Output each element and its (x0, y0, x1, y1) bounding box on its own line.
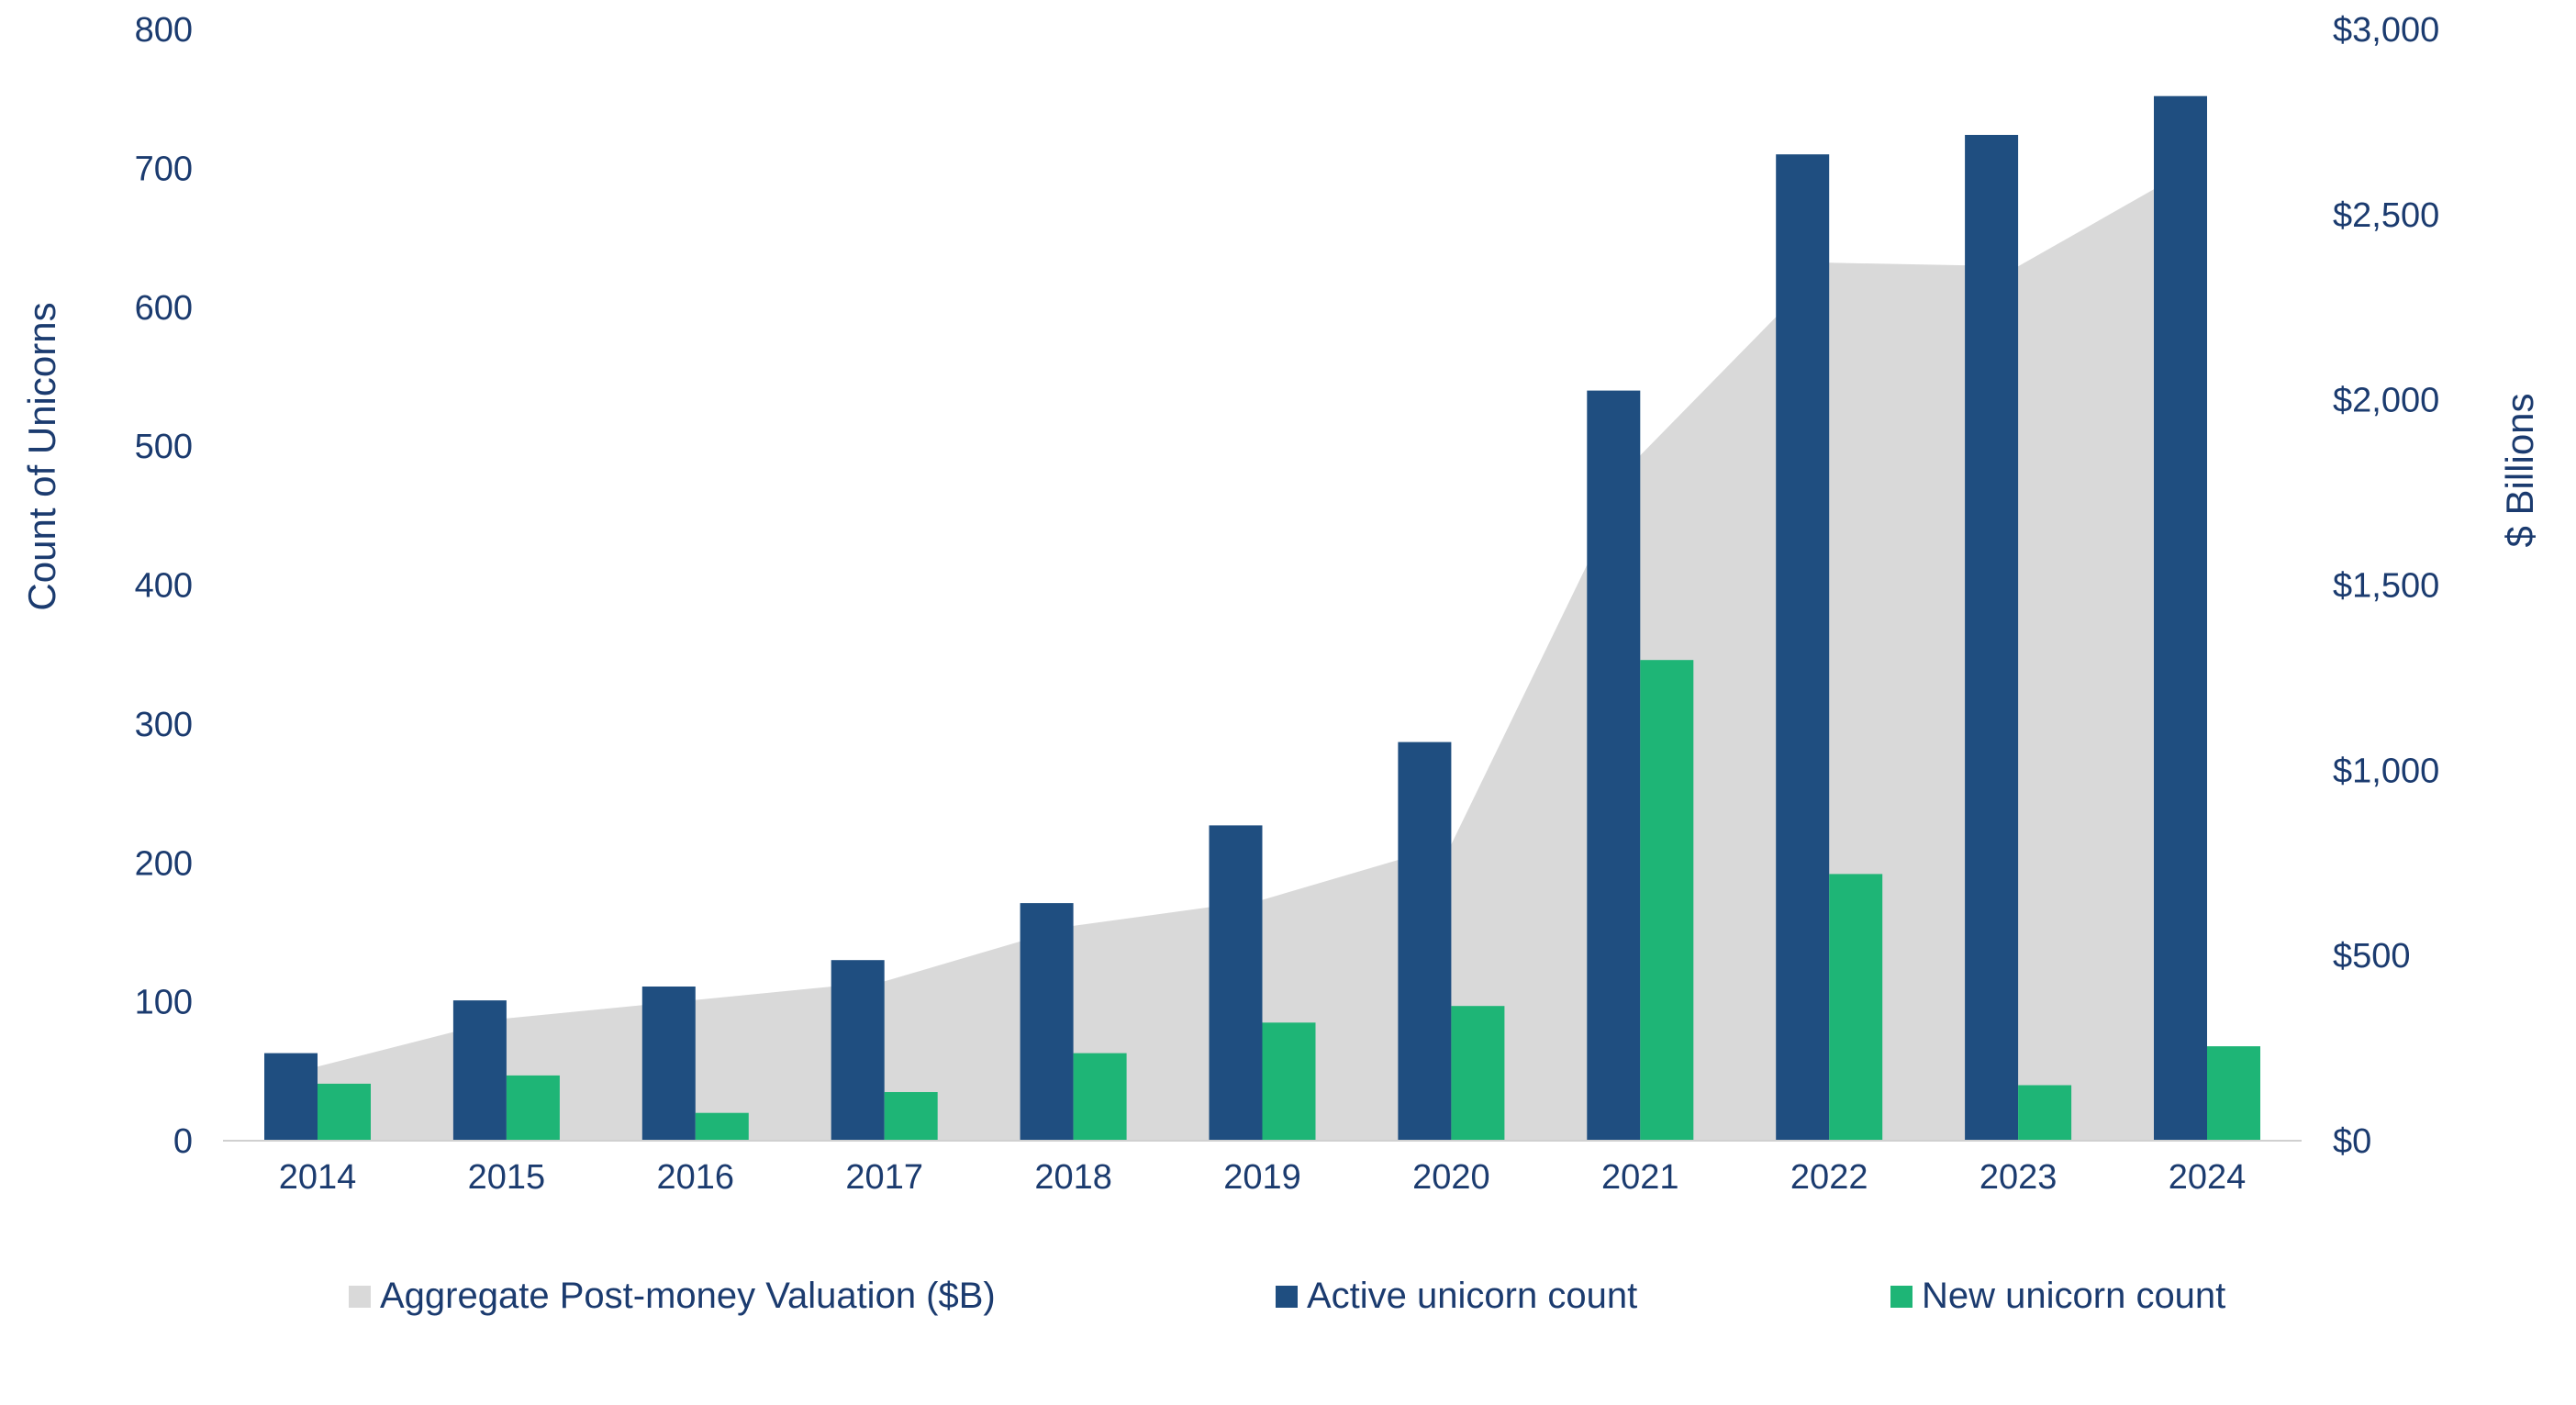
legend-swatch-valuation (349, 1286, 371, 1308)
active-count-bar-2018 (1020, 903, 1074, 1141)
y-right-tick-label: $500 (2333, 937, 2411, 976)
y-right-tick-label: $3,000 (2333, 11, 2439, 50)
legend-label-valuation: Aggregate Post-money Valuation ($B) (380, 1276, 996, 1316)
active-count-bar-2015 (452, 1000, 507, 1141)
new-count-bar-2023 (2018, 1085, 2072, 1141)
y-left-axis-title: Count of Unicorns (20, 302, 63, 610)
new-count-bar-2015 (506, 1075, 560, 1141)
y-left-tick-label: 0 (173, 1122, 193, 1161)
active-count-bar-2016 (641, 987, 696, 1141)
y-right-tick-label: $1,000 (2333, 752, 2439, 790)
x-tick-label-2023: 2023 (1979, 1158, 2057, 1197)
y-left-tick-label: 700 (135, 150, 193, 188)
active-count-bar-2020 (1398, 742, 1452, 1141)
valuation-area (318, 159, 2207, 1141)
y-left-tick-label: 200 (135, 844, 193, 883)
new-count-bar-2021 (1640, 660, 1694, 1141)
new-count-bar-2022 (1829, 874, 1883, 1141)
x-tick-label-2019: 2019 (1223, 1158, 1301, 1197)
new-count-bar-2016 (695, 1112, 749, 1141)
x-tick-label-2014: 2014 (279, 1158, 357, 1197)
y-left-tick-label: 400 (135, 567, 193, 606)
active-count-bar-2017 (831, 960, 885, 1141)
active-count-bar-2022 (1776, 154, 1830, 1142)
y-right-axis-title: $ Billions (2498, 393, 2541, 547)
x-tick-label-2018: 2018 (1034, 1158, 1112, 1197)
new-count-bar-2024 (2207, 1046, 2260, 1141)
new-count-bar-2017 (884, 1092, 938, 1141)
new-count-bar-2014 (318, 1083, 371, 1141)
x-tick-label-2017: 2017 (845, 1158, 923, 1197)
y-right-tick-label: $2,000 (2333, 382, 2439, 420)
active-count-bar-2021 (1587, 390, 1641, 1142)
x-tick-label-2021: 2021 (1601, 1158, 1679, 1197)
legend-swatch-new-count (1890, 1286, 1912, 1308)
y-right-tick-label: $0 (2333, 1122, 2371, 1161)
y-right-tick-label: $2,500 (2333, 196, 2439, 235)
active-count-bar-2014 (264, 1053, 318, 1141)
legend-label-active-count: Active unicorn count (1307, 1276, 1637, 1316)
new-count-bar-2019 (1262, 1022, 1316, 1141)
y-left-tick-label: 100 (135, 984, 193, 1022)
legend-swatch-active-count (1276, 1286, 1298, 1308)
active-count-bar-2019 (1209, 825, 1263, 1141)
active-count-bar-2023 (1965, 135, 2019, 1141)
y-right-tick-label: $1,500 (2333, 567, 2439, 606)
y-left-tick-label: 500 (135, 428, 193, 466)
x-tick-label-2016: 2016 (657, 1158, 735, 1197)
active-count-bar-2024 (2154, 95, 2207, 1142)
new-count-bar-2020 (1451, 1006, 1505, 1141)
x-tick-label-2022: 2022 (1790, 1158, 1868, 1197)
y-left-tick-label: 300 (135, 706, 193, 744)
x-tick-label-2015: 2015 (468, 1158, 546, 1197)
new-count-bar-2018 (1073, 1053, 1127, 1141)
y-left-tick-label: 800 (135, 11, 193, 50)
x-tick-label-2024: 2024 (2169, 1158, 2247, 1197)
y-left-tick-label: 600 (135, 289, 193, 328)
x-tick-label-2020: 2020 (1412, 1158, 1490, 1197)
legend-label-new-count: New unicorn count (1922, 1276, 2225, 1316)
